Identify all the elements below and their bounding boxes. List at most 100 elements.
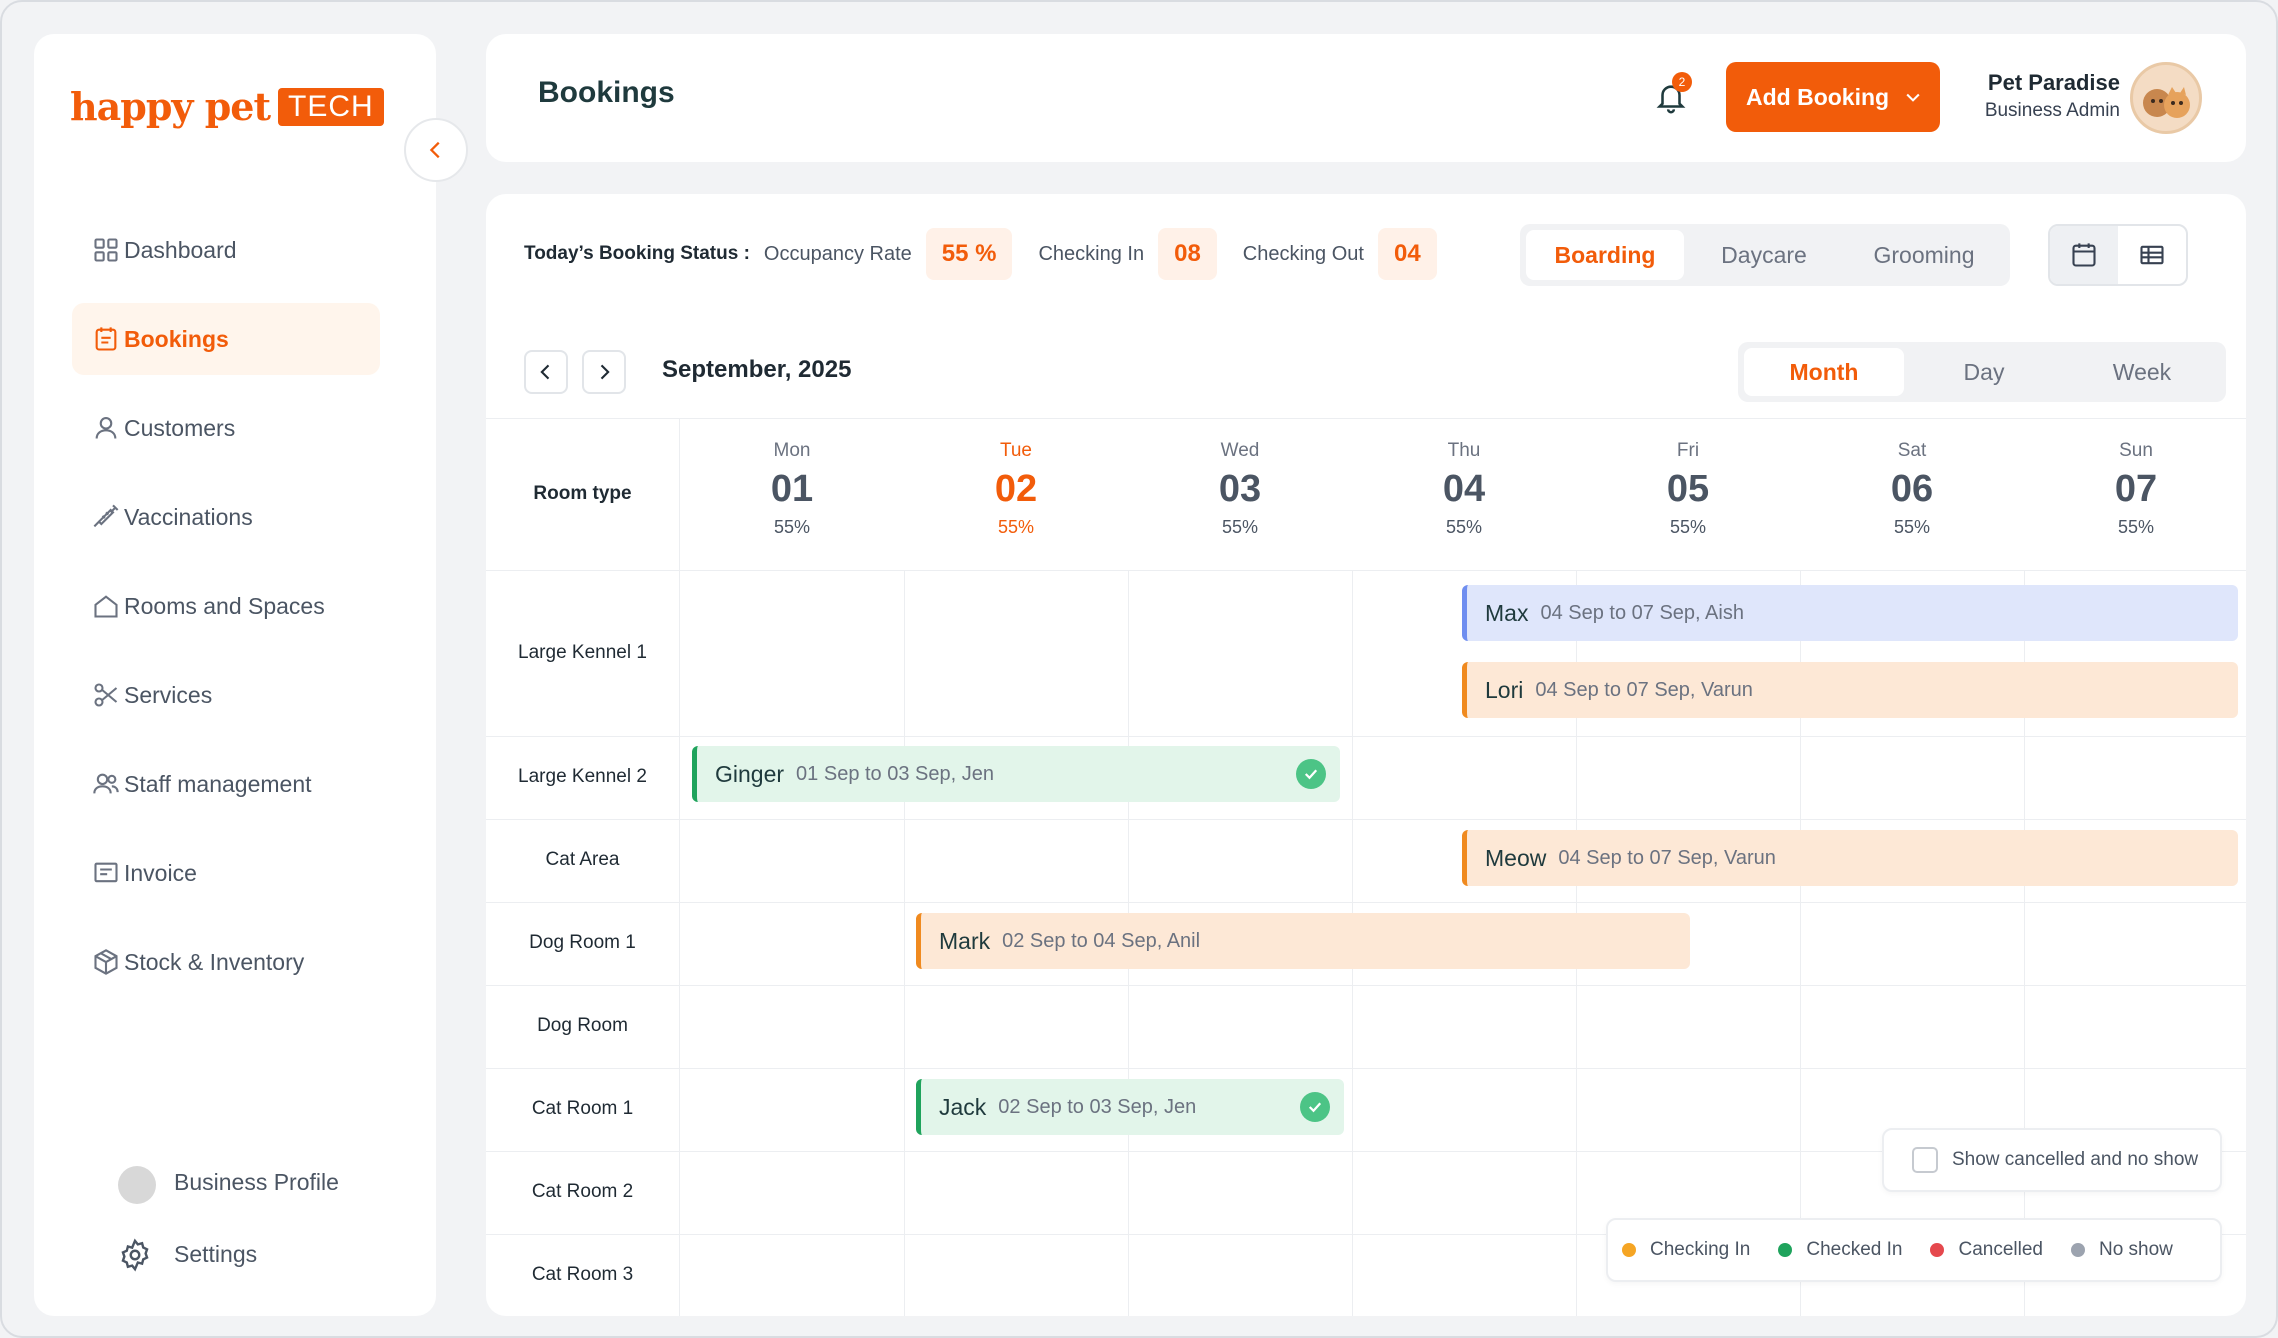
legend-dot — [1622, 1243, 1636, 1257]
day-header-thu[interactable]: Thu 04 55% — [1352, 418, 1576, 570]
legend-label: Checked In — [1806, 1239, 1903, 1260]
sidebar-item-services[interactable]: Services — [72, 659, 380, 731]
sidebar-item-business-profile[interactable]: Business Profile — [72, 1154, 402, 1210]
legend-dot — [1930, 1243, 1945, 1257]
day-number: 03 — [1218, 468, 1262, 510]
user-name: Pet Paradise — [1987, 70, 2120, 95]
booking-detail: 02 Sep to 04 Sep, Anil — [1002, 929, 1201, 952]
sidebar-item-rooms[interactable]: Rooms and Spaces — [72, 570, 380, 642]
sidebar-bottom: Business Profile Settings — [72, 1154, 402, 1298]
checking-out-value: 04 — [1377, 228, 1437, 280]
sidebar-item-staff[interactable]: Staff management — [72, 748, 380, 820]
day-header-wed[interactable]: Wed 03 55% — [1128, 418, 1352, 570]
booking-bar[interactable]: Jack 02 Sep to 03 Sep, Jen — [916, 1079, 1344, 1135]
legend-dot — [2070, 1243, 2085, 1257]
sidebar-item-customers[interactable]: Customers — [72, 392, 380, 464]
grid-line — [904, 570, 905, 1316]
users-icon — [93, 773, 119, 794]
user-role: Business Admin — [1984, 100, 2120, 121]
day-header-sat[interactable]: Sat 06 55% — [1800, 418, 2024, 570]
day-occupancy: 55% — [1445, 517, 1483, 537]
booking-pet: Jack — [939, 1093, 987, 1120]
day-name: Fri — [1676, 440, 1700, 461]
room-label: Dog Room 1 — [529, 932, 636, 953]
tab-week[interactable]: Week — [2112, 358, 2172, 385]
scissors-icon — [94, 683, 118, 707]
booking-detail: 04 Sep to 07 Sep, Varun — [1558, 846, 1776, 869]
collapse-sidebar-button[interactable] — [404, 118, 468, 182]
sidebar-item-settings[interactable]: Settings — [72, 1226, 402, 1282]
show-cancelled-label: Show cancelled and no show — [1952, 1149, 2199, 1170]
tab-month[interactable]: Month — [1744, 348, 1904, 396]
user-info[interactable]: Pet Paradise Business Admin — [1972, 70, 2120, 122]
occupancy-label: Occupancy Rate — [763, 242, 912, 265]
legend-item: Checking In — [1622, 1239, 1750, 1261]
calendar-grid: Room type Mon 01 55% Tue 02 55% Wed 03 5… — [486, 418, 2246, 1316]
show-cancelled-checkbox[interactable] — [1912, 1147, 1938, 1173]
day-occupancy: 55% — [1893, 517, 1931, 537]
room-label: Large Kennel 2 — [518, 766, 647, 787]
tab-daycare[interactable]: Daycare — [1721, 241, 1807, 268]
grid-line — [679, 418, 680, 1316]
day-name: Thu — [1447, 440, 1481, 461]
sidebar-item-label: Invoice — [124, 859, 197, 886]
day-header-mon[interactable]: Mon 01 55% — [680, 418, 904, 570]
day-occupancy: 55% — [1221, 517, 1259, 537]
logo-text: happy pet — [70, 84, 271, 129]
user-avatar[interactable] — [2130, 62, 2202, 134]
room-label: Cat Area — [545, 849, 620, 870]
sidebar-item-label: Rooms and Spaces — [124, 592, 325, 619]
home-icon — [94, 595, 118, 618]
add-booking-button[interactable]: Add Booking — [1726, 62, 1940, 132]
sidebar-item-stock[interactable]: Stock & Inventory — [72, 926, 380, 998]
grid-line — [486, 1068, 2246, 1069]
range-tabs: Month Day Week — [1738, 342, 2226, 402]
booking-pet: Lori — [1485, 676, 1524, 703]
prev-button[interactable] — [524, 350, 568, 394]
legend-item: No show — [2070, 1239, 2173, 1261]
table-view-button[interactable] — [2118, 226, 2186, 284]
sidebar-item-bookings[interactable]: Bookings — [72, 303, 380, 375]
grid-line — [486, 1234, 2246, 1235]
calendar-view-button[interactable] — [2050, 226, 2118, 284]
occupancy-value: 55 % — [925, 228, 1013, 280]
day-header-sun[interactable]: Sun 07 55% — [2024, 418, 2246, 570]
sidebar-item-label: Customers — [124, 414, 236, 441]
booking-bar[interactable]: Mark 02 Sep to 04 Sep, Anil — [916, 913, 1690, 969]
table-icon — [2140, 245, 2164, 265]
day-name: Mon — [773, 440, 811, 461]
sidebar-nav: Dashboard Bookings Customers Vaccination… — [72, 214, 380, 1015]
tab-boarding[interactable]: Boarding — [1526, 230, 1684, 280]
tab-grooming[interactable]: Grooming — [1873, 241, 1975, 268]
booking-pet: Max — [1485, 599, 1529, 626]
room-label: Large Kennel 1 — [518, 642, 647, 663]
date-navigation — [524, 350, 626, 394]
booking-bar[interactable]: Meow 04 Sep to 07 Sep, Varun — [1462, 830, 2238, 886]
booking-bar[interactable]: Max 04 Sep to 07 Sep, Aish — [1462, 585, 2238, 641]
sidebar-item-invoice[interactable]: Invoice — [72, 837, 380, 909]
booking-bar[interactable]: Ginger 01 Sep to 03 Sep, Jen — [692, 746, 1340, 802]
day-header-fri[interactable]: Fri 05 55% — [1576, 418, 1800, 570]
sidebar-item-vaccinations[interactable]: Vaccinations — [72, 481, 380, 553]
tab-day[interactable]: Day — [1963, 358, 2005, 385]
day-number: 04 — [1442, 468, 1486, 510]
sidebar-item-label: Vaccinations — [124, 503, 253, 530]
show-cancelled-toggle[interactable]: Show cancelled and no show — [1882, 1128, 2222, 1192]
grid-line — [486, 570, 2246, 571]
day-header-tue[interactable]: Tue 02 55% — [904, 418, 1128, 570]
booking-bar[interactable]: Lori 04 Sep to 07 Sep, Varun — [1462, 662, 2238, 718]
invoice-icon — [94, 862, 118, 883]
gear-icon — [121, 1238, 149, 1272]
booking-pet: Meow — [1485, 844, 1547, 871]
booking-detail: 02 Sep to 03 Sep, Jen — [998, 1095, 1197, 1118]
booking-detail: 04 Sep to 07 Sep, Aish — [1540, 601, 1744, 624]
day-name: Wed — [1220, 440, 1260, 461]
next-button[interactable] — [582, 350, 626, 394]
booking-pet: Mark — [939, 927, 991, 954]
legend-item: Cancelled — [1930, 1239, 2043, 1261]
sidebar-item-dashboard[interactable]: Dashboard — [72, 214, 380, 286]
user-icon — [95, 417, 117, 439]
logo[interactable]: happy pet TECH — [70, 84, 384, 129]
sidebar-item-label: Business Profile — [174, 1168, 339, 1195]
